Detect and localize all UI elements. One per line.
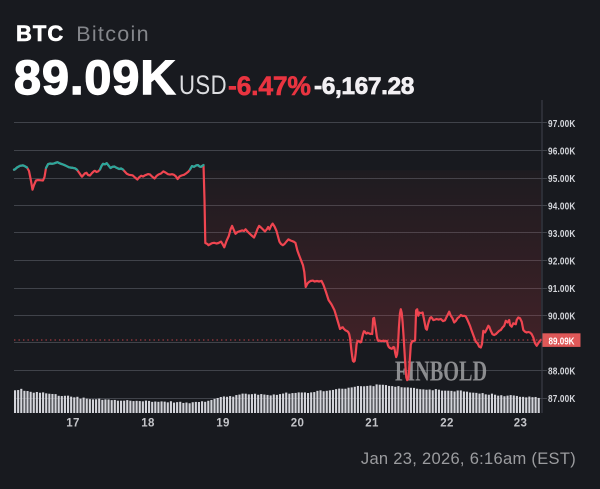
svg-text:94.00K: 94.00K (548, 201, 576, 213)
svg-text:21: 21 (365, 418, 379, 430)
svg-text:97.00K: 97.00K (548, 118, 576, 130)
svg-text:93.00K: 93.00K (548, 228, 576, 240)
svg-text:23: 23 (514, 418, 527, 430)
svg-text:22: 22 (440, 418, 453, 430)
svg-text:17: 17 (66, 418, 79, 430)
svg-text:92.00K: 92.00K (548, 256, 576, 268)
svg-text:96.00K: 96.00K (548, 146, 576, 158)
svg-text:87.00K: 87.00K (548, 393, 576, 405)
svg-text:89.09K: 89.09K (549, 335, 575, 347)
svg-text:95.00K: 95.00K (548, 173, 576, 185)
svg-text:90.00K: 90.00K (548, 311, 576, 323)
svg-text:91.00K: 91.00K (548, 283, 576, 295)
svg-text:20: 20 (291, 418, 304, 430)
svg-text:19: 19 (216, 418, 229, 430)
svg-text:18: 18 (141, 418, 155, 430)
svg-text:88.00K: 88.00K (548, 366, 576, 378)
